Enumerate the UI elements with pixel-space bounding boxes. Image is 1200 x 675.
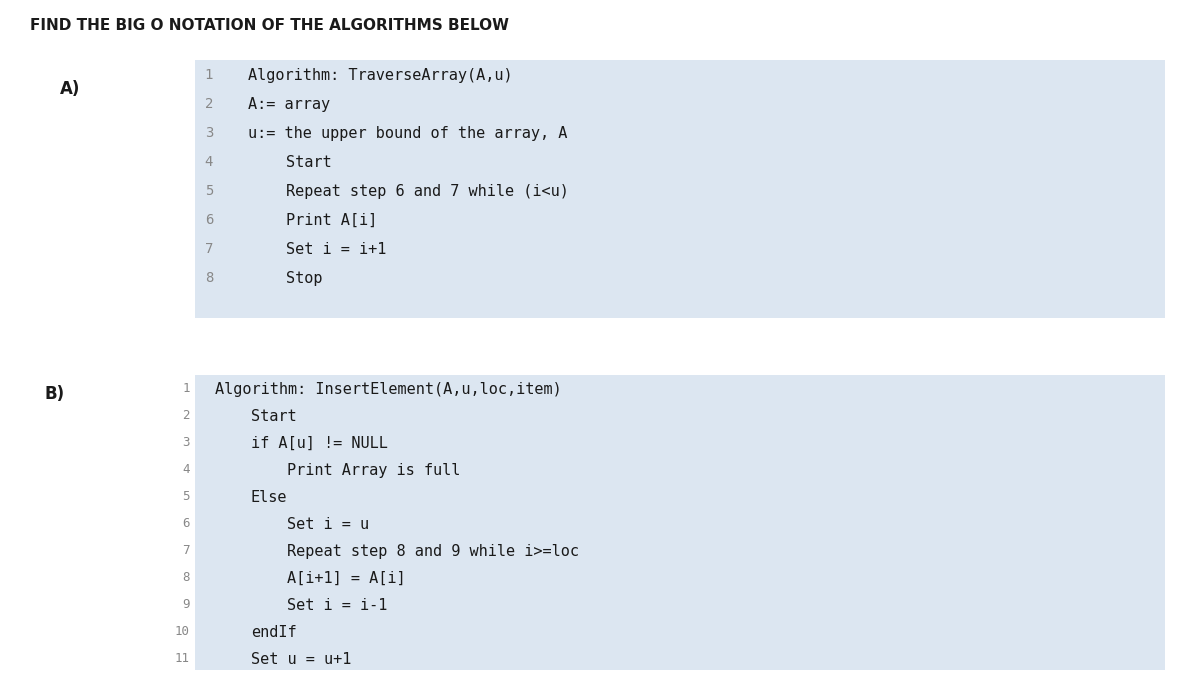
Text: Set i = i-1: Set i = i-1: [287, 598, 388, 613]
Text: 3: 3: [205, 126, 214, 140]
Text: A:= array: A:= array: [248, 97, 330, 112]
Text: A[i+1] = A[i]: A[i+1] = A[i]: [287, 571, 406, 586]
Text: 9: 9: [182, 598, 190, 611]
Text: 2: 2: [205, 97, 214, 111]
Text: Print A[i]: Print A[i]: [286, 213, 377, 228]
Text: 5: 5: [182, 490, 190, 503]
Text: 3: 3: [182, 436, 190, 449]
Text: u:= the upper bound of the array, A: u:= the upper bound of the array, A: [248, 126, 568, 141]
Text: 4: 4: [205, 155, 214, 169]
Text: 6: 6: [182, 517, 190, 530]
Text: Repeat step 6 and 7 while (i<u): Repeat step 6 and 7 while (i<u): [286, 184, 569, 199]
Text: 4: 4: [182, 463, 190, 476]
Text: 7: 7: [205, 242, 214, 256]
Text: 11: 11: [175, 652, 190, 665]
Text: 2: 2: [182, 409, 190, 422]
Text: Algorithm: TraverseArray(A,u): Algorithm: TraverseArray(A,u): [248, 68, 512, 83]
Text: 7: 7: [182, 544, 190, 557]
Text: Stop: Stop: [286, 271, 323, 286]
Text: 8: 8: [205, 271, 214, 285]
Text: Start: Start: [251, 409, 296, 424]
Text: 6: 6: [205, 213, 214, 227]
Text: 1: 1: [205, 68, 214, 82]
Text: Set i = u: Set i = u: [287, 517, 370, 532]
Text: 5: 5: [205, 184, 214, 198]
Text: 10: 10: [175, 625, 190, 638]
Text: Algorithm: InsertElement(A,u,loc,item): Algorithm: InsertElement(A,u,loc,item): [215, 382, 562, 397]
Text: Set u = u+1: Set u = u+1: [251, 652, 352, 667]
Text: B): B): [46, 385, 65, 403]
Text: Repeat step 8 and 9 while i>=loc: Repeat step 8 and 9 while i>=loc: [287, 544, 580, 559]
Text: Print Array is full: Print Array is full: [287, 463, 461, 478]
Text: endIf: endIf: [251, 625, 296, 640]
Text: 8: 8: [182, 571, 190, 584]
Text: Set i = i+1: Set i = i+1: [286, 242, 386, 257]
Text: if A[u] != NULL: if A[u] != NULL: [251, 436, 388, 451]
Text: FIND THE BIG O NOTATION OF THE ALGORITHMS BELOW: FIND THE BIG O NOTATION OF THE ALGORITHM…: [30, 18, 509, 33]
Text: Start: Start: [286, 155, 331, 170]
Text: Else: Else: [251, 490, 288, 505]
Text: 1: 1: [182, 382, 190, 395]
Text: A): A): [60, 80, 80, 98]
